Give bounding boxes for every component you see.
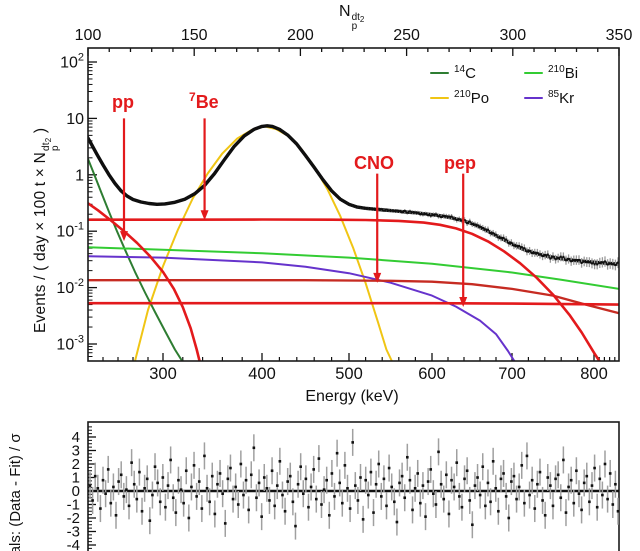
fit-curves [88,124,619,361]
po210-line-sample [430,96,449,100]
residual-points [88,428,620,540]
legend-item-po210: 210Po [430,89,489,107]
svg-text:150: 150 [181,27,208,44]
svg-text:350: 350 [606,27,633,44]
svg-text:0: 0 [72,483,80,500]
svg-text:3: 3 [72,443,80,460]
svg-text:10: 10 [66,111,84,128]
svg-text:700: 700 [498,365,526,383]
top-axis-sub: p [351,21,358,32]
curve-pp [88,201,201,361]
svg-text:10-3: 10-3 [56,334,84,354]
legend-item-c14: 14C [430,64,476,82]
kr85-line-sample [524,96,543,100]
svg-text:1: 1 [72,470,80,487]
annotation-pp: pp [112,92,134,112]
svg-text:-1: -1 [67,497,80,514]
svg-text:250: 250 [393,27,420,44]
bi210-line-sample [524,71,543,75]
svg-text:-3: -3 [67,524,80,541]
top-axis-n: N [339,3,351,20]
svg-text:102: 102 [60,52,84,72]
svg-text:600: 600 [418,365,446,383]
svg-text:800: 800 [580,365,608,383]
svg-text:10-1: 10-1 [56,221,84,241]
svg-text:-2: -2 [67,510,80,527]
data-points [88,124,619,271]
curve-c14 [88,156,184,361]
svg-text:4: 4 [72,429,80,446]
annotation-pep: pep [444,153,477,173]
annotation-be7: 7Be [189,90,219,112]
x-axis-title: Energy (keV) [305,388,399,405]
curve-cno [88,279,619,315]
curve-pep [88,301,619,306]
c14-line-sample [430,71,449,75]
svg-text:2: 2 [72,456,80,473]
svg-text:300: 300 [149,365,177,383]
curve-be7 [88,218,601,361]
svg-text:1: 1 [75,167,84,184]
curve-kr85 [88,255,516,361]
top-axis-sup: dt2 [351,12,365,24]
svg-text:400: 400 [248,365,276,383]
svg-text:500: 500 [335,365,363,383]
svg-text:100: 100 [75,27,102,44]
svg-text:10-2: 10-2 [56,277,84,297]
svg-text:200: 200 [287,27,314,44]
svg-text:300: 300 [499,27,526,44]
legend-item-kr85: 85Kr [524,89,574,107]
legend-item-bi210: 210Bi [524,64,578,82]
svg-text:-4: -4 [67,537,80,551]
curve-bi210 [88,246,619,290]
residual-axis-title: Residuals: (Data - Fit) / σ [7,433,24,551]
annotation-cno: CNO [354,153,394,173]
